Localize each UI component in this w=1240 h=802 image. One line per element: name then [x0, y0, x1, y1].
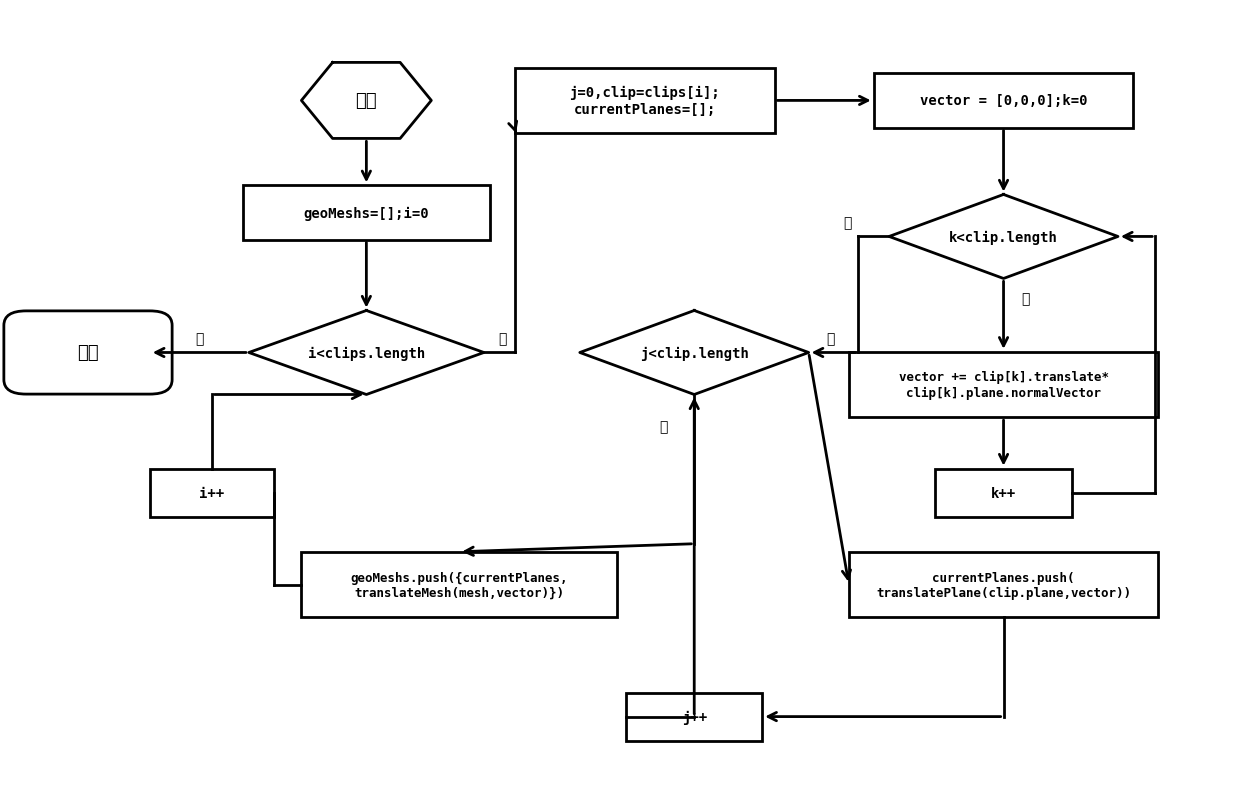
FancyBboxPatch shape — [935, 469, 1071, 516]
Text: 结束: 结束 — [77, 344, 99, 362]
Text: geoMeshs.push({currentPlanes,
translateMesh(mesh,vector)}): geoMeshs.push({currentPlanes, translateM… — [351, 571, 568, 599]
Text: vector = [0,0,0];k=0: vector = [0,0,0];k=0 — [920, 95, 1087, 108]
Text: geoMeshs=[];i=0: geoMeshs=[];i=0 — [304, 206, 429, 221]
FancyBboxPatch shape — [243, 186, 490, 241]
Text: 否: 否 — [660, 420, 667, 434]
FancyBboxPatch shape — [849, 552, 1158, 618]
Polygon shape — [301, 63, 432, 140]
FancyBboxPatch shape — [150, 469, 274, 516]
Text: k++: k++ — [991, 486, 1016, 500]
Text: vector += clip[k].translate*
clip[k].plane.normalVector: vector += clip[k].translate* clip[k].pla… — [899, 371, 1109, 399]
Text: 是: 是 — [1022, 292, 1030, 306]
Text: i++: i++ — [200, 486, 224, 500]
FancyBboxPatch shape — [874, 74, 1133, 128]
Polygon shape — [889, 195, 1118, 279]
Text: j<clip.length: j<clip.length — [640, 346, 749, 360]
FancyBboxPatch shape — [849, 352, 1158, 418]
FancyBboxPatch shape — [301, 552, 618, 618]
Text: 否: 否 — [843, 216, 852, 229]
Polygon shape — [580, 311, 808, 395]
Text: j=0,clip=clips[i];
currentPlanes=[];: j=0,clip=clips[i]; currentPlanes=[]; — [569, 86, 720, 116]
Text: k<clip.length: k<clip.length — [949, 230, 1058, 245]
Polygon shape — [249, 311, 484, 395]
Text: 否: 否 — [195, 332, 203, 346]
Text: 开始: 开始 — [356, 92, 377, 111]
Text: 是: 是 — [498, 332, 507, 346]
FancyBboxPatch shape — [626, 693, 763, 741]
Text: currentPlanes.push(
translatePlane(clip.plane,vector)): currentPlanes.push( translatePlane(clip.… — [875, 571, 1131, 599]
Text: j++: j++ — [682, 710, 707, 723]
Text: i<clips.length: i<clips.length — [308, 346, 425, 360]
Text: 是: 是 — [827, 332, 835, 346]
FancyBboxPatch shape — [515, 68, 775, 134]
FancyBboxPatch shape — [4, 311, 172, 395]
